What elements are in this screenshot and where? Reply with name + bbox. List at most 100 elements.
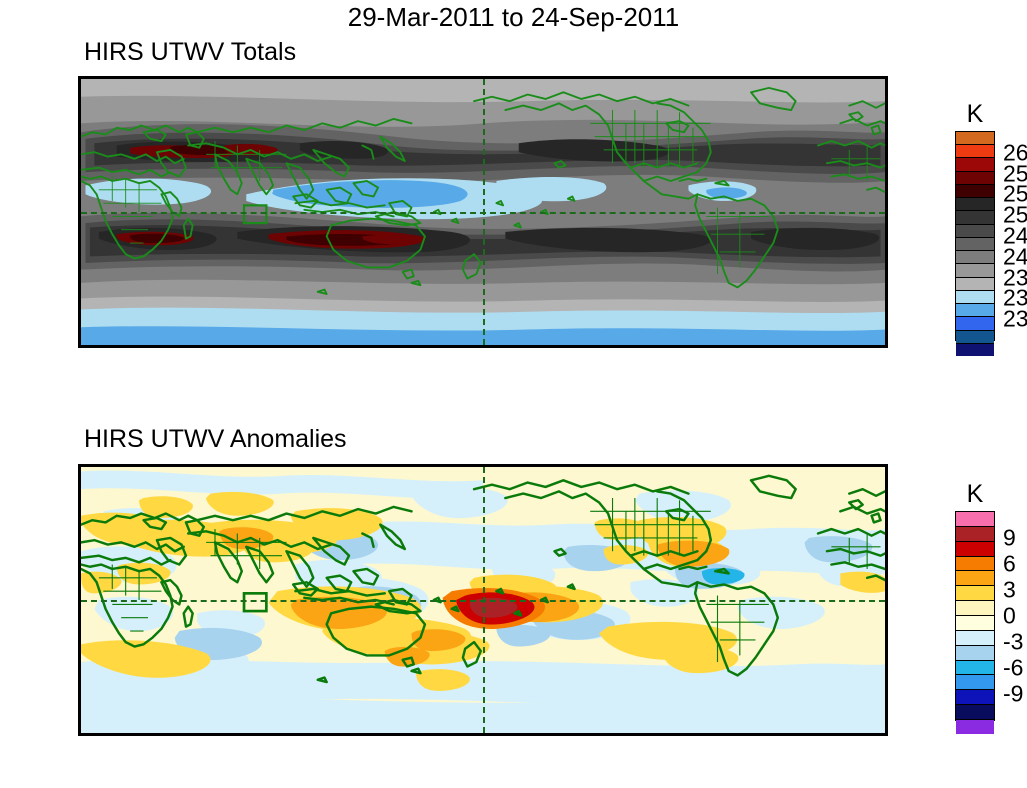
- x-tick-minor-bottom: [733, 733, 735, 736]
- colorbar-band: [956, 720, 994, 734]
- colorbar-band: [956, 290, 994, 305]
- panel-anomalies-title: HIRS UTWV Anomalies: [84, 425, 347, 453]
- colorbar-tick-label: -9: [1003, 680, 1024, 707]
- x-tick-minor: [331, 464, 333, 467]
- x-tick-bottom: [180, 733, 183, 736]
- y-tick-right: [885, 698, 888, 701]
- x-tick-minor-bottom: [432, 733, 434, 736]
- x-tick-bottom: [783, 733, 786, 736]
- colorbar-band: [956, 675, 994, 691]
- y-tick-right: [885, 466, 888, 469]
- y-tick: [78, 632, 81, 635]
- colorbar-band: [956, 571, 994, 587]
- y-tick-minor: [885, 715, 888, 717]
- colorbar-tick-label: -3: [1003, 628, 1024, 655]
- y-tick-minor: [78, 483, 81, 485]
- y-tick-minor: [885, 616, 888, 618]
- colorbar-tick-label: 250: [1003, 201, 1027, 228]
- x-tick-bottom: [281, 733, 284, 736]
- map-plot-anomalies[interactable]: 60N45N30N15N015S30S45S60S045E90E135E1801…: [78, 464, 888, 736]
- dateline-totals: [483, 79, 485, 345]
- map-plot-totals[interactable]: 60N45N30N15N015S30S45S60S045E90E135E1801…: [78, 76, 888, 348]
- colorbar-tick-label: 0: [1003, 602, 1016, 629]
- x-tick-minor: [532, 464, 534, 467]
- colorbar-tick-label: 262: [1003, 139, 1027, 166]
- x-tick: [281, 464, 284, 467]
- y-tick-minor: [78, 549, 81, 551]
- colorbar-band: [956, 541, 994, 557]
- colorbar-anomalies-unit: K: [966, 480, 984, 508]
- x-tick: [381, 464, 384, 467]
- colorbar-band: [956, 158, 994, 172]
- colorbar-totals-scale[interactable]: 262258254250246242238234230: [955, 131, 1027, 356]
- x-tick-bottom: [482, 733, 485, 736]
- y-tick-minor: [885, 483, 888, 485]
- x-tick-minor-bottom: [633, 733, 635, 736]
- y-tick-minor: [885, 516, 888, 518]
- x-tick-minor-bottom: [130, 733, 132, 736]
- y-tick-minor: [885, 649, 888, 651]
- panel-totals: HIRS UTWV Totals: [0, 0, 1027, 380]
- y-tick-minor: [78, 516, 81, 518]
- colorbar-tick-label: 246: [1003, 222, 1027, 249]
- colorbar-band: [956, 198, 994, 212]
- y-tick-right: [885, 565, 888, 568]
- y-tick: [78, 565, 81, 568]
- colorbar-band: [956, 277, 994, 291]
- colorbar-tick-label: 238: [1003, 264, 1027, 291]
- colorbar-band: [956, 211, 994, 225]
- x-tick-minor-bottom: [834, 733, 836, 736]
- y-tick-right: [885, 532, 888, 535]
- x-tick-bottom: [381, 733, 384, 736]
- y-tick-right: [885, 632, 888, 635]
- colorbar-anomalies-scale[interactable]: 9 6 3 0 -3 -6 -9: [955, 511, 1023, 734]
- colorbar-band: [956, 556, 994, 572]
- dateline-anomalies: [483, 467, 485, 733]
- colorbar-band: [956, 343, 994, 356]
- y-tick: [78, 466, 81, 469]
- y-tick-minor: [885, 549, 888, 551]
- y-tick: [78, 698, 81, 701]
- y-tick-right: [885, 732, 888, 735]
- colorbar-band: [956, 184, 994, 199]
- x-tick: [80, 464, 83, 467]
- colorbar-tick-label: 6: [1003, 550, 1016, 577]
- colorbar-band: [956, 317, 994, 331]
- colorbar-band: [956, 616, 994, 631]
- y-tick-minor: [885, 682, 888, 684]
- colorbar-band: [956, 630, 994, 646]
- colorbar-band: [956, 586, 994, 602]
- y-tick-minor: [78, 682, 81, 684]
- y-tick: [78, 732, 81, 735]
- colorbar-band: [956, 705, 994, 721]
- colorbar-band: [956, 330, 994, 344]
- colorbar-tick-label: 3: [1003, 576, 1016, 603]
- y-tick-minor: [78, 616, 81, 618]
- y-tick-minor: [78, 715, 81, 717]
- colorbar-band: [956, 145, 994, 159]
- colorbar-tick-label: 9: [1003, 524, 1016, 551]
- colorbar-tick-label: 234: [1003, 284, 1027, 311]
- y-tick-right: [885, 499, 888, 502]
- x-tick: [482, 464, 485, 467]
- colorbar-tick-label: -6: [1003, 654, 1024, 681]
- y-tick: [78, 499, 81, 502]
- y-tick-minor: [78, 582, 81, 584]
- colorbar-band: [956, 526, 994, 542]
- colorbar-tick-label: 254: [1003, 180, 1027, 207]
- x-tick-minor-bottom: [231, 733, 233, 736]
- x-tick-bottom: [80, 733, 83, 736]
- y-tick: [78, 532, 81, 535]
- page-title: 29-Mar-2011 to 24-Sep-2011: [347, 2, 680, 32]
- x-tick: [180, 464, 183, 467]
- colorbar-band: [956, 660, 994, 676]
- colorbar-band: [956, 251, 994, 265]
- x-tick-minor: [231, 464, 233, 467]
- colorbar-tick-label: 230: [1003, 305, 1027, 332]
- x-tick-minor: [834, 464, 836, 467]
- y-tick-right: [885, 599, 888, 602]
- y-tick-right: [885, 665, 888, 668]
- x-tick-minor: [432, 464, 434, 467]
- x-tick-minor: [633, 464, 635, 467]
